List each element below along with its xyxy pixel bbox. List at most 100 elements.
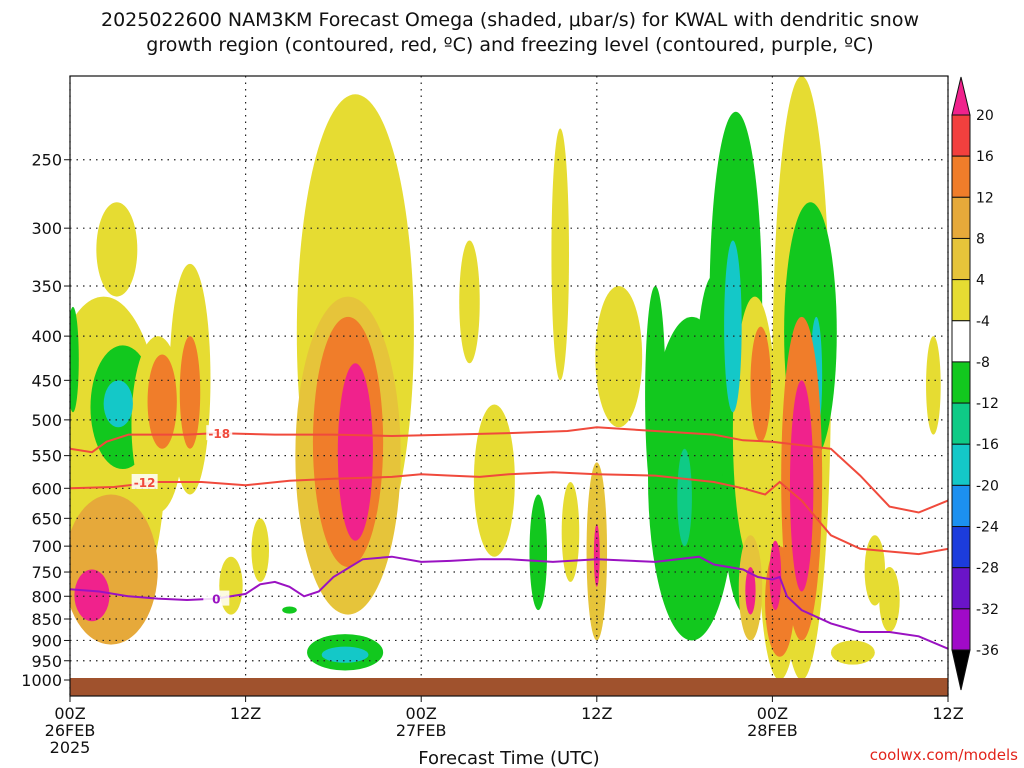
temperature-contours: -18 -12 0 bbox=[70, 425, 948, 650]
omega-cell-14 bbox=[561, 481, 580, 582]
x-tick-label-0-2: 2025 bbox=[50, 738, 91, 757]
contour-0 bbox=[70, 555, 948, 650]
omega-cell-50 bbox=[769, 540, 782, 611]
y-tick-600: 600 bbox=[31, 479, 62, 498]
y-tick-550: 550 bbox=[31, 447, 62, 466]
y-tick-750: 750 bbox=[31, 563, 62, 582]
colorbar-bottom-arrow bbox=[951, 649, 971, 691]
omega-cell-29 bbox=[926, 336, 941, 435]
colorbar-top-arrow bbox=[951, 76, 971, 116]
omega-cell-7 bbox=[282, 606, 297, 614]
colorbar-label-2: 12 bbox=[976, 190, 994, 206]
omega-cell-51 bbox=[789, 380, 814, 592]
y-tick-1000: 1000 bbox=[21, 671, 62, 690]
colorbar-label-10: -24 bbox=[976, 520, 999, 536]
y-tick-450: 450 bbox=[31, 371, 62, 390]
y-tick-250: 250 bbox=[31, 151, 62, 170]
colorbar-bin-8 bbox=[951, 443, 971, 486]
x-tick-label-4-0: 00Z bbox=[757, 704, 788, 723]
omega-cell-33 bbox=[677, 448, 692, 547]
colorbar-bin-10 bbox=[951, 526, 971, 569]
y-tick-950: 950 bbox=[31, 652, 62, 671]
colorbar-label-0: 20 bbox=[976, 108, 994, 124]
omega-cell-36 bbox=[103, 380, 133, 428]
omega-cell-38 bbox=[724, 240, 742, 413]
omega-cell-35 bbox=[70, 494, 158, 645]
contour--12 bbox=[70, 471, 948, 556]
credit-text: coolwx.com/models bbox=[870, 746, 1018, 764]
contour--18 bbox=[70, 426, 948, 514]
y-tick-650: 650 bbox=[31, 509, 62, 528]
omega-cell-12 bbox=[529, 494, 548, 611]
omega-cell-28 bbox=[879, 566, 900, 633]
y-tick-500: 500 bbox=[31, 411, 62, 430]
colorbar-label-13: -36 bbox=[976, 643, 999, 659]
colorbar-label-6: -8 bbox=[976, 355, 990, 371]
x-tick-label-4-1: 28FEB bbox=[747, 721, 798, 740]
omega-cell-41 bbox=[179, 336, 201, 449]
colorbar-label-9: -20 bbox=[976, 478, 999, 494]
omega-cell-47 bbox=[337, 363, 373, 541]
surface-terrain bbox=[70, 678, 948, 696]
chart-title-line2: growth region (contoured, red, ºC) and f… bbox=[146, 34, 873, 56]
colorbar-bin-12 bbox=[951, 608, 971, 651]
y-axis: 250 300 350 400 450 500 550 600 650 700 750 800 850 9… bbox=[21, 151, 70, 690]
omega-cell-10 bbox=[459, 240, 480, 364]
colorbar-bin-7 bbox=[951, 402, 971, 445]
omega-cell-40 bbox=[147, 354, 177, 449]
x-tick-label-5-0: 12Z bbox=[932, 704, 963, 723]
colorbar-label-11: -28 bbox=[976, 561, 999, 577]
colorbar-label-3: 8 bbox=[976, 231, 985, 247]
colorbar-label-7: -12 bbox=[976, 396, 999, 412]
x-tick-label-0-0: 00Z bbox=[54, 704, 85, 723]
omega-cell-49 bbox=[745, 566, 756, 615]
omega-cell-15 bbox=[595, 286, 643, 428]
y-tick-400: 400 bbox=[31, 327, 62, 346]
omega-cell-30 bbox=[70, 306, 79, 413]
omega-cell-11 bbox=[473, 404, 515, 557]
colorbar-label-5: -4 bbox=[976, 314, 990, 330]
omega-cell-5 bbox=[219, 556, 243, 615]
contour-label-1: -12 bbox=[134, 476, 156, 490]
y-tick-350: 350 bbox=[31, 277, 62, 296]
colorbar-label-8: -16 bbox=[976, 437, 999, 453]
omega-cell-13 bbox=[551, 128, 569, 381]
omega-cell-26 bbox=[830, 640, 875, 665]
x-tick-label-2-0: 00Z bbox=[406, 704, 437, 723]
colorbar-label-12: -32 bbox=[976, 602, 999, 618]
colorbar-bin-5 bbox=[951, 320, 971, 363]
omega-cell-46 bbox=[74, 569, 110, 622]
y-tick-800: 800 bbox=[31, 587, 62, 606]
omega-cell-48 bbox=[593, 524, 600, 587]
y-tick-300: 300 bbox=[31, 219, 62, 238]
colorbar-label-4: 4 bbox=[976, 273, 985, 289]
colorbar-bin-4 bbox=[951, 279, 971, 322]
x-tick-label-3-0: 12Z bbox=[581, 704, 612, 723]
contour-label-bg-1 bbox=[131, 473, 158, 489]
contour-label-bg-0 bbox=[206, 425, 233, 441]
x-axis-label: Forecast Time (UTC) bbox=[418, 748, 599, 768]
colorbar-bin-2 bbox=[951, 196, 971, 239]
contour-label-0: -18 bbox=[208, 427, 230, 441]
x-tick-label-2-1: 27FEB bbox=[396, 721, 447, 740]
contour-label-2: 0 bbox=[212, 593, 220, 607]
plot-frame bbox=[69, 75, 949, 697]
contour-label-bg-2 bbox=[203, 590, 230, 606]
colorbar: 20 16 12 8 4 -4 -8 -12 -16 -20 -24 -28 -32 -36 bbox=[951, 76, 999, 691]
colorbar-bin-9 bbox=[951, 484, 971, 528]
chart-title-line1: 2025022600 NAM3KM Forecast Omega (shaded… bbox=[101, 9, 919, 31]
colorbar-bin-6 bbox=[951, 361, 971, 404]
colorbar-bin-3 bbox=[951, 237, 971, 281]
omega-cell-1 bbox=[96, 202, 138, 297]
colorbar-label-1: 16 bbox=[976, 149, 994, 165]
y-tick-700: 700 bbox=[31, 537, 62, 556]
y-tick-850: 850 bbox=[31, 610, 62, 629]
y-tick-900: 900 bbox=[31, 631, 62, 650]
omega-cell-43 bbox=[750, 326, 771, 442]
colorbar-bin-1 bbox=[951, 155, 971, 198]
x-tick-label-0-1: 26FEB bbox=[45, 721, 96, 740]
omega-cell-37 bbox=[321, 646, 369, 663]
colorbar-bin-11 bbox=[951, 567, 971, 610]
